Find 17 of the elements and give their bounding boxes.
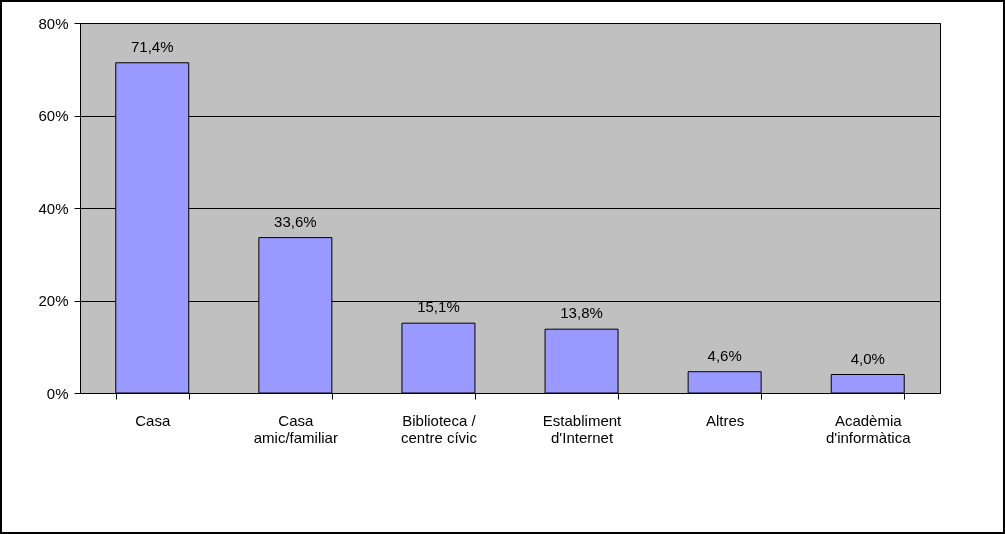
x-tick-label: Altres	[705, 411, 745, 429]
data-label: 15,1%	[417, 298, 460, 316]
x-tick-label: Establiment d'Internet	[542, 411, 623, 446]
data-label: 71,4%	[130, 37, 174, 55]
data-label: 4,0%	[850, 349, 885, 367]
x-tick-label: Biblioteca / centre cívic	[401, 411, 478, 446]
data-label: 13,8%	[560, 304, 603, 322]
data-label: 33,6%	[274, 212, 317, 230]
y-tick-label: 0%	[46, 384, 69, 402]
y-tick-label: 20%	[38, 292, 69, 309]
x-tick-label: Acadèmia d'informàtica	[825, 411, 912, 446]
y-tick-label: 40%	[38, 199, 69, 217]
data-label: 4,6%	[707, 346, 742, 364]
y-tick-label: 80%	[38, 14, 69, 32]
y-tick-label: 60%	[38, 107, 69, 124]
x-tick-label: Casa amic/familiar	[253, 411, 338, 446]
x-tick-label: Casa	[135, 411, 171, 429]
